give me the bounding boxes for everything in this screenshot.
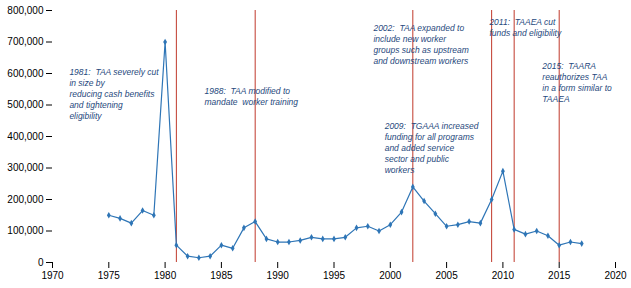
svg-text:1995: 1995 bbox=[323, 270, 346, 281]
svg-text:2009: TGAAA increasedfunding: 2009: TGAAA increasedfunding for all pro… bbox=[384, 121, 479, 175]
svg-text:2020: 2020 bbox=[604, 270, 627, 281]
svg-text:2011: TAAEA cutfunds and elig: 2011: TAAEA cutfunds and eligibility bbox=[488, 17, 562, 38]
svg-text:2010: 2010 bbox=[492, 270, 515, 281]
svg-text:2015: TAARAreauthorizes TAAin: 2015: TAARAreauthorizes TAAin a form sim… bbox=[541, 61, 612, 104]
svg-text:200,000: 200,000 bbox=[7, 194, 44, 205]
svg-text:1980: 1980 bbox=[154, 270, 177, 281]
svg-text:1981: TAA severely cutin size: 1981: TAA severely cutin size byreducing… bbox=[69, 67, 159, 121]
svg-text:800,000: 800,000 bbox=[7, 5, 44, 16]
svg-text:300,000: 300,000 bbox=[7, 162, 44, 173]
svg-text:500,000: 500,000 bbox=[7, 99, 44, 110]
svg-text:1990: 1990 bbox=[267, 270, 290, 281]
svg-text:400,000: 400,000 bbox=[7, 131, 44, 142]
svg-text:2015: 2015 bbox=[548, 270, 571, 281]
svg-text:700,000: 700,000 bbox=[7, 36, 44, 47]
svg-text:2000: 2000 bbox=[379, 270, 402, 281]
svg-text:600,000: 600,000 bbox=[7, 68, 44, 79]
svg-text:2005: 2005 bbox=[435, 270, 458, 281]
svg-text:0: 0 bbox=[38, 257, 44, 268]
svg-text:1988: TAA modified tomandate: 1988: TAA modified tomandate worker trai… bbox=[205, 86, 299, 107]
svg-text:1970: 1970 bbox=[41, 270, 64, 281]
svg-text:1975: 1975 bbox=[98, 270, 121, 281]
svg-text:1985: 1985 bbox=[210, 270, 233, 281]
svg-text:100,000: 100,000 bbox=[7, 225, 44, 236]
svg-text:2002: TAA expanded toinclude: 2002: TAA expanded toinclude new workerg… bbox=[372, 23, 469, 66]
